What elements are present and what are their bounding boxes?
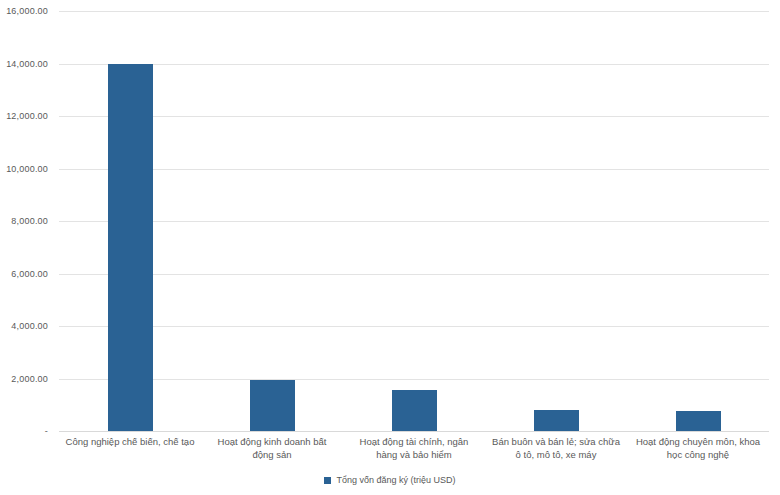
y-axis-tick-label: - (0, 425, 48, 437)
bar (534, 410, 579, 431)
y-axis-tick-label: 12,000.00 (0, 110, 48, 122)
gridline (59, 11, 769, 12)
plot-area (59, 11, 769, 432)
y-axis-tick-label: 14,000.00 (0, 58, 48, 70)
y-axis-tick-label: 16,000.00 (0, 5, 48, 17)
x-axis-category-label: Hoạt động kinh doanh bất động sản (201, 436, 343, 462)
x-axis-category-label: Bán buôn và bán lẻ; sửa chữa ô tô, mô tô… (485, 436, 627, 462)
y-axis-tick-label: 8,000.00 (0, 215, 48, 227)
gridline (59, 64, 769, 65)
bar (250, 380, 295, 431)
gridline (59, 221, 769, 222)
legend-color-swatch-icon (324, 477, 331, 484)
legend-label: Tổng vốn đăng ký (triệu USD) (336, 475, 455, 485)
legend: Tổng vốn đăng ký (triệu USD) (0, 475, 780, 485)
gridline (59, 326, 769, 327)
x-axis-category-label: Công nghiệp chế biến, chế tạo (59, 436, 201, 449)
gridline (59, 169, 769, 170)
y-axis-tick-label: 2,000.00 (0, 373, 48, 385)
y-axis-tick-label: 4,000.00 (0, 320, 48, 332)
bar-chart: - 2,000.00 4,000.00 6,000.00 8,000.00 10,000.… (0, 0, 780, 495)
gridline (59, 379, 769, 380)
x-axis-category-label: Hoạt động tài chính, ngân hàng và bảo hi… (343, 436, 485, 462)
gridline (59, 274, 769, 275)
y-axis-tick-label: 6,000.00 (0, 268, 48, 280)
gridline (59, 116, 769, 117)
y-axis-tick-label: 10,000.00 (0, 163, 48, 175)
bar (108, 64, 153, 431)
bar (676, 411, 721, 431)
x-axis-category-label: Hoạt động chuyên môn, khoa học công nghệ (627, 436, 769, 462)
bar (392, 390, 437, 431)
